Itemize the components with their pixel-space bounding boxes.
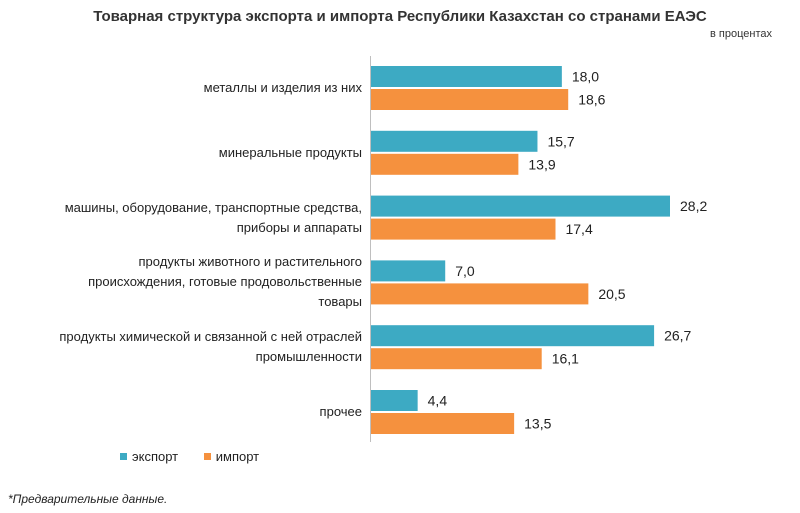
category-label: металлы и изделия из них: [22, 78, 362, 98]
import-value-label: 18,6: [578, 92, 605, 108]
legend-label-import: импорт: [215, 449, 260, 464]
import-value-label: 17,4: [565, 221, 592, 237]
legend-item-import: импорт: [203, 449, 260, 464]
export-bar: [371, 66, 562, 87]
export-bar: [371, 390, 418, 411]
import-bar: [371, 283, 589, 305]
footnote: *Предварительные данные.: [8, 492, 168, 506]
import-bar: [371, 89, 569, 110]
export-value-label: 18,0: [572, 69, 599, 85]
category-label: минеральные продукты: [22, 143, 362, 163]
category-label-line: прочее: [319, 404, 362, 419]
category-label-line: продукты животного и растительного: [138, 254, 362, 270]
category-label: прочее: [22, 402, 362, 422]
legend-swatch-import: [203, 453, 211, 460]
chart-subtitle: в процентах: [710, 28, 772, 40]
legend-item-export: экспорт: [120, 449, 178, 464]
import-bar: [371, 413, 515, 434]
export-value-label: 28,2: [680, 198, 707, 214]
category-label-line: металлы и изделия из них: [203, 80, 362, 95]
export-bar: [371, 130, 538, 152]
export-bar: [371, 325, 655, 347]
category-label: продукты животного и растительного происх…: [22, 252, 362, 312]
legend-swatch-export: [120, 453, 127, 460]
import-value-label: 13,9: [528, 156, 555, 172]
category-label: продукты химической и связанной с ней от…: [22, 327, 362, 367]
category-label-line: происхождения, готовые продовольственные: [88, 274, 362, 290]
export-value-label: 7,0: [455, 263, 475, 279]
category-label-line: продукты химической и связанной с ней от…: [59, 329, 362, 345]
import-bar: [371, 348, 542, 370]
import-value-label: 16,1: [552, 351, 579, 367]
category-label-line: промышленности: [255, 349, 362, 365]
category-label-line: приборы и аппараты: [236, 219, 362, 235]
export-value-label: 4,4: [428, 393, 448, 409]
legend: экспорт импорт: [120, 448, 281, 464]
import-bar: [371, 218, 556, 240]
export-value-label: 15,7: [547, 133, 574, 149]
chart-title: Товарная структура экспорта и импорта Ре…: [93, 8, 707, 25]
category-axis: [370, 56, 371, 442]
export-value-label: 26,7: [664, 328, 691, 344]
category-label-line: товары: [318, 294, 362, 310]
export-bar: [371, 195, 670, 217]
import-value-label: 20,5: [598, 286, 625, 302]
import-value-label: 13,5: [524, 416, 551, 432]
import-bar: [371, 153, 519, 175]
export-bar: [371, 260, 446, 282]
category-label-line: минеральные продукты: [218, 144, 362, 160]
category-label-line: машины, оборудование, транспортные средс…: [64, 199, 362, 215]
category-label: машины, оборудование, транспортные средс…: [22, 198, 362, 238]
legend-label-export: экспорт: [132, 449, 179, 464]
